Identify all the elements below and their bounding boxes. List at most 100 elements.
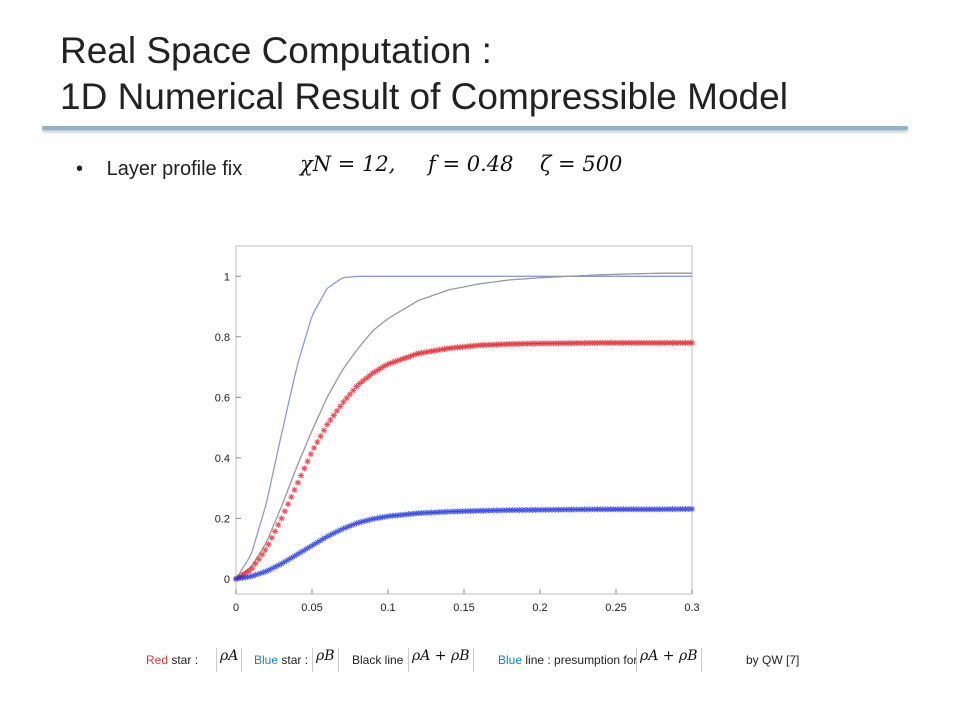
series-star-point-3 [343,524,350,531]
series-star-point-2 [483,341,490,348]
series-star-point-2 [467,343,474,350]
series-star-point-2 [656,339,663,346]
series-star-point-3 [294,551,301,558]
series-star-point-3 [470,507,477,514]
series-star-point-2 [457,344,464,351]
series-star-point-2 [376,366,383,373]
series-star-point-3 [623,506,630,513]
x-tick-label: 0 [233,602,239,614]
series-star-point-3 [307,543,314,550]
series-star-point-2 [314,439,321,446]
bullet-text: Layer profile fix [106,158,243,180]
series-star-point-2 [275,521,282,528]
series-star-point-2 [474,342,481,349]
series-star-point-2 [490,341,497,348]
bullet-item: • Layer profile fix [76,158,242,181]
series-star-point-2 [366,372,373,379]
chart-container: 0 0.05 0.1 0.15 0.2 0.25 0.3 0 0.2 0.4 0.6 0.8 1 [200,232,704,624]
series-star-point-2 [304,458,311,465]
series-star-point-2 [330,412,337,419]
series-star-point-2 [379,364,386,371]
series-star-point-2 [425,348,432,355]
series-star-point-2 [461,343,467,350]
series-star-point-3 [630,506,637,513]
series-star-point-3 [421,509,428,516]
series-star-point-2 [675,339,682,346]
series-star-point-2 [542,340,549,347]
series-star-point-3 [500,507,507,514]
series-star-point-2 [324,421,331,428]
series-star-point-2 [451,344,458,351]
series-star-point-3 [519,507,526,514]
legend-blueline-symbol: ρA + ρB [636,648,702,672]
series-star-point-2 [294,479,301,486]
series-star-point-3 [467,508,474,515]
series-star-point-2 [565,340,572,347]
series-star-point-2 [649,339,656,346]
series-star-point-3 [438,509,445,516]
y-tick-label: 0.6 [215,392,230,404]
series-star-point-3 [474,507,481,514]
series-star-point-3 [620,506,627,513]
series-star-point-2 [317,433,324,440]
legend-credit: by QW [7] [746,653,800,667]
series-star-point-2 [561,340,568,347]
series-star-point-2 [646,339,653,346]
series-line-0 [235,275,692,580]
param-zeta: ζ = 500 [540,152,623,176]
series-star-point-2 [633,339,640,346]
series-star-point-3 [324,533,331,540]
series-star-point-3 [311,541,318,548]
series-star-point-3 [268,565,275,572]
series-star-point-3 [252,571,259,578]
series-star-point-2 [434,347,441,354]
series-star-point-3 [477,507,484,514]
series-star-point-3 [526,506,533,513]
series-star-point-3 [610,506,617,513]
series-star-point-2 [513,340,520,347]
series-star-point-2 [526,340,533,347]
legend-blueline-word: Blue [498,653,523,667]
series-star-point-3 [304,545,311,552]
series-star-point-2 [597,339,604,346]
series-star-point-3 [614,506,621,513]
series-star-point-3 [275,562,282,569]
series-star-point-2 [441,346,448,353]
legend-rho-a-symbol: ρA [216,648,243,672]
series-star-point-2 [311,444,318,451]
series-star-point-3 [255,570,262,577]
series-star-point-3 [444,508,451,515]
series-star-point-2 [373,368,380,375]
series-star-point-2 [333,407,340,414]
series-star-point-2 [320,427,327,434]
series-star-point-2 [268,534,275,541]
series-star-point-3 [447,508,454,515]
y-tick-label: 0.2 [215,513,230,525]
series-star-point-3 [529,506,536,513]
series-star-point-3 [333,528,340,535]
series-star-point-3 [340,525,347,532]
legend-rho-b-symbol: ρB [312,648,339,672]
series-star-point-3 [561,506,568,513]
series-star-point-3 [604,506,611,513]
series-star-point-3 [516,507,523,514]
series-star-point-3 [513,507,520,514]
series-star-point-2 [672,339,679,346]
series-star-point-2 [493,341,500,348]
series-star-point-3 [392,512,399,519]
series-star-point-3 [509,507,516,514]
slide-title: Real Space Computation : 1D Numerical Re… [60,28,940,120]
series-star-point-3 [457,508,464,515]
x-tick-label: 0.2 [532,602,547,614]
series-star-point-2 [617,339,624,346]
series-star-point-2 [242,570,249,577]
series-star-point-3 [571,506,578,513]
chart-background [200,232,704,624]
param-chi-n: χN = 12, [300,152,396,176]
series-star-point-2 [246,568,253,575]
series-star-point-3 [545,506,552,513]
y-tick-label: 1 [224,271,230,283]
series-star-point-3 [441,508,448,515]
series-star-point-3 [386,513,393,520]
series-star-point-2 [623,339,630,346]
